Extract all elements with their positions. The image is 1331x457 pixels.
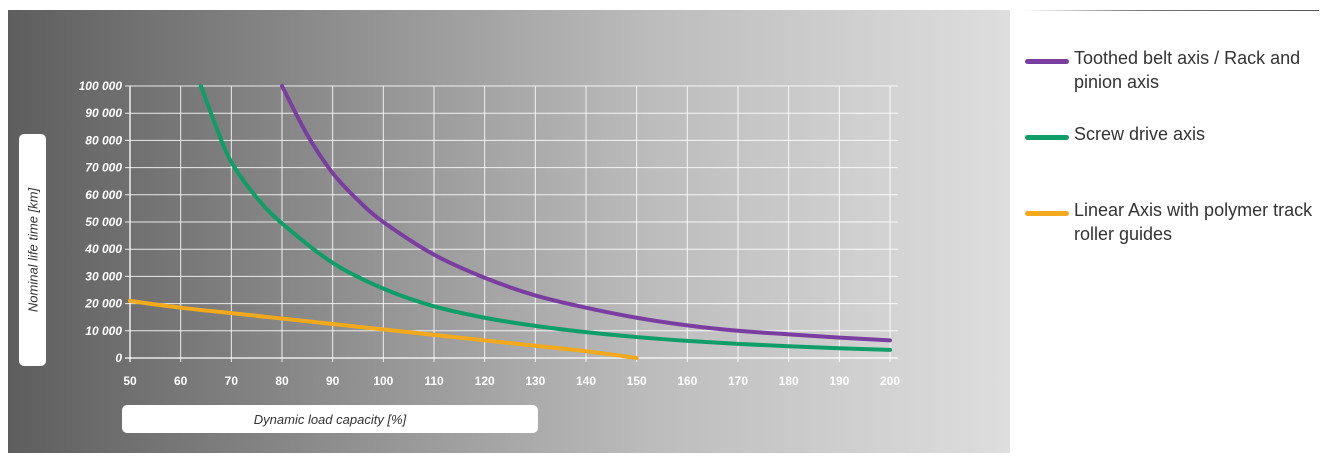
x-tick-label: 180 — [779, 374, 799, 388]
y-tick-label: 80 000 — [85, 133, 122, 147]
x-axis-label-box: Dynamic load capacity [%] — [122, 405, 538, 433]
x-tick-label: 190 — [829, 374, 849, 388]
x-tick-label: 170 — [728, 374, 748, 388]
legend-swatch-linear-axis — [1025, 211, 1069, 216]
legend-label-screw-drive: Screw drive axis — [1074, 124, 1206, 144]
y-tick-label: 100 000 — [79, 79, 123, 93]
legend-label-linear-axis: Linear Axis with polymer track roller gu… — [1074, 200, 1313, 244]
x-tick-label: 80 — [275, 374, 289, 388]
y-axis-label-box — [19, 134, 46, 366]
x-tick-label: 140 — [576, 374, 596, 388]
chart-panel — [8, 10, 1010, 453]
x-tick-label: 110 — [424, 374, 444, 388]
legend-swatch-screw-drive — [1025, 135, 1069, 140]
y-tick-label: 40 000 — [84, 242, 122, 256]
x-tick-label: 130 — [525, 374, 545, 388]
y-tick-label: 20 000 — [84, 297, 122, 311]
series-layer — [128, 84, 892, 360]
y-tick-label: 90 000 — [85, 106, 122, 120]
x-tick-label: 90 — [326, 374, 340, 388]
y-tick-label: 30 000 — [85, 269, 122, 283]
x-tick-label: 150 — [627, 374, 647, 388]
x-tick-label: 200 — [880, 374, 900, 388]
y-tick-label: 60 000 — [85, 188, 122, 202]
y-tick-label: 50 000 — [85, 215, 122, 229]
x-tick-label: 60 — [174, 374, 188, 388]
legend-swatch-toothed-belt — [1025, 59, 1069, 64]
y-axis-label: Nominal life time [km] — [25, 187, 41, 313]
legend-divider — [1023, 10, 1319, 11]
x-axis-label: Dynamic load capacity [%] — [253, 411, 407, 427]
x-tick-label: 160 — [677, 374, 697, 388]
x-tick-label: 120 — [475, 374, 495, 388]
x-tick-label: 70 — [225, 374, 239, 388]
y-tick-label: 70 000 — [85, 161, 122, 175]
legend-label-toothed-belt: Toothed belt axis / Rack and pinion axis — [1074, 48, 1301, 92]
series-line-screw-drive — [198, 84, 892, 352]
x-tick-label: 50 — [123, 374, 137, 388]
y-tick-label: 10 000 — [85, 324, 122, 338]
series-line-linear-axis — [128, 298, 639, 360]
y-tick-label: 0 — [115, 351, 122, 365]
tick-layer: 50 60 70 80 90 100 110 120 130 140 150 160 170 180 190… — [79, 79, 901, 388]
x-tick-label: 100 — [373, 374, 393, 388]
series-line-toothed-belt — [280, 84, 892, 343]
